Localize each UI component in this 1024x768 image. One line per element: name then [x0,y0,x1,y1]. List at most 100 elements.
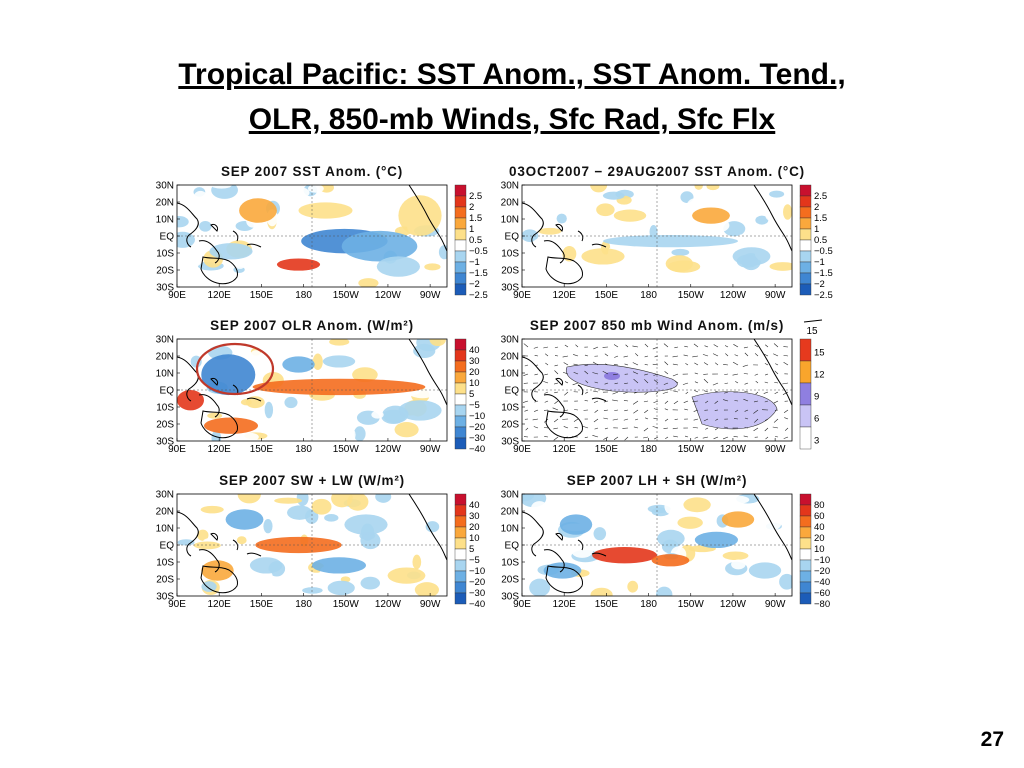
anomaly-region [201,354,256,396]
colorbar-cell [454,283,467,296]
colorbar-cell [454,206,467,219]
wind-vector [723,363,729,366]
wind-vector [694,381,699,384]
wind-vector [534,373,539,376]
wind-vector [594,409,599,413]
wind-vector [674,380,679,384]
colorbar-label: 10 [469,533,480,544]
wind-vector [624,436,629,441]
wind-vector [715,418,719,421]
wind-vector [754,344,759,348]
wind-vector [544,436,549,438]
wind-vector [774,436,779,438]
latitude-label: 20N [501,507,519,518]
wind-vector [525,427,529,431]
colorbar-label: 80 [814,500,825,511]
wind-vector [704,345,709,348]
colorbar-label: 0.5 [814,235,827,246]
latitude-label: 10N [156,524,174,535]
colorbar-cell [454,338,467,351]
wind-vector [755,380,759,384]
colorbar-label: 9 [814,392,819,403]
colorbar-cell [454,239,467,252]
anomaly-cell [602,191,625,200]
latitude-label: EQ [505,232,520,243]
coastline [210,378,218,386]
colorbar-label: −1 [469,257,480,268]
coastline [200,565,238,594]
coastline [177,356,199,402]
wind-vector [624,409,629,412]
wind-vector [725,353,729,357]
longitude-label: 150W [678,290,705,301]
wind-vector [685,363,689,366]
colorbar-label: 5 [469,389,474,400]
wind-vector [714,427,719,431]
anomaly-cell [319,185,334,193]
coastline [591,552,607,557]
wind-vector [604,382,609,385]
anomaly-cell [226,397,238,408]
anomaly-region [387,567,426,584]
anomaly-cell [651,518,668,531]
anomaly-cell [264,401,274,419]
wind-vector [663,343,669,348]
wind-vector [632,371,639,375]
colorbar-cell [454,548,467,561]
wind-vector [694,390,699,393]
anomaly-cell [584,230,594,239]
wind-vector [624,363,629,366]
anomaly-cell [571,544,594,558]
colorbar-label: 5 [469,544,474,555]
colorbar-cell [454,437,467,450]
coastline [408,494,447,561]
wind-vector [764,418,769,421]
wind-vector [672,427,679,430]
colorbar-label: 20 [469,522,480,533]
colorbar-cell [799,272,812,285]
wind-vector [585,391,589,394]
wind-vector [575,344,579,348]
wind-vector [733,344,739,348]
wind-vector [724,382,729,384]
colorbar-cell [454,426,467,439]
wind-vector [693,343,699,348]
longitude-label: 120W [375,599,402,610]
longitude-label: 150E [250,599,274,610]
wind-vector [564,381,569,384]
colorbar-cell [799,239,812,252]
colorbar-cell [454,228,467,241]
wind-vector [543,381,549,384]
page-number: 27 [980,728,1004,751]
colorbar-label: −40 [814,577,830,588]
anomaly-cell [756,515,782,532]
anomaly-cell [424,263,441,271]
wind-vector [712,382,719,386]
wind-vector [523,343,529,348]
wind-vector [734,400,739,402]
coastline [200,256,238,285]
wind-vector [543,346,549,349]
anomaly-cell [602,567,630,585]
coastline [545,256,583,285]
colorbar-label: 1.5 [469,213,482,224]
wind-vector [763,353,769,357]
anomaly-region [209,243,253,260]
latitude-label: 10S [501,558,519,569]
wind-vector [724,373,729,375]
coastline [577,230,584,242]
wind-vector [743,346,749,349]
colorbar-cell [454,360,467,373]
wind-vector [692,355,699,358]
wind-vector [694,372,699,375]
colorbar-label: 12 [814,370,825,381]
anomaly-cell [412,554,422,570]
anomaly-cell [645,185,666,196]
anomaly-cell [425,272,447,287]
wind-vector [664,408,669,411]
wind-vector [773,400,779,404]
wind-vector [784,427,789,431]
colorbar-label: −1.5 [469,268,488,279]
anomaly-cell [759,585,778,592]
longitude-label: 180 [295,599,312,610]
